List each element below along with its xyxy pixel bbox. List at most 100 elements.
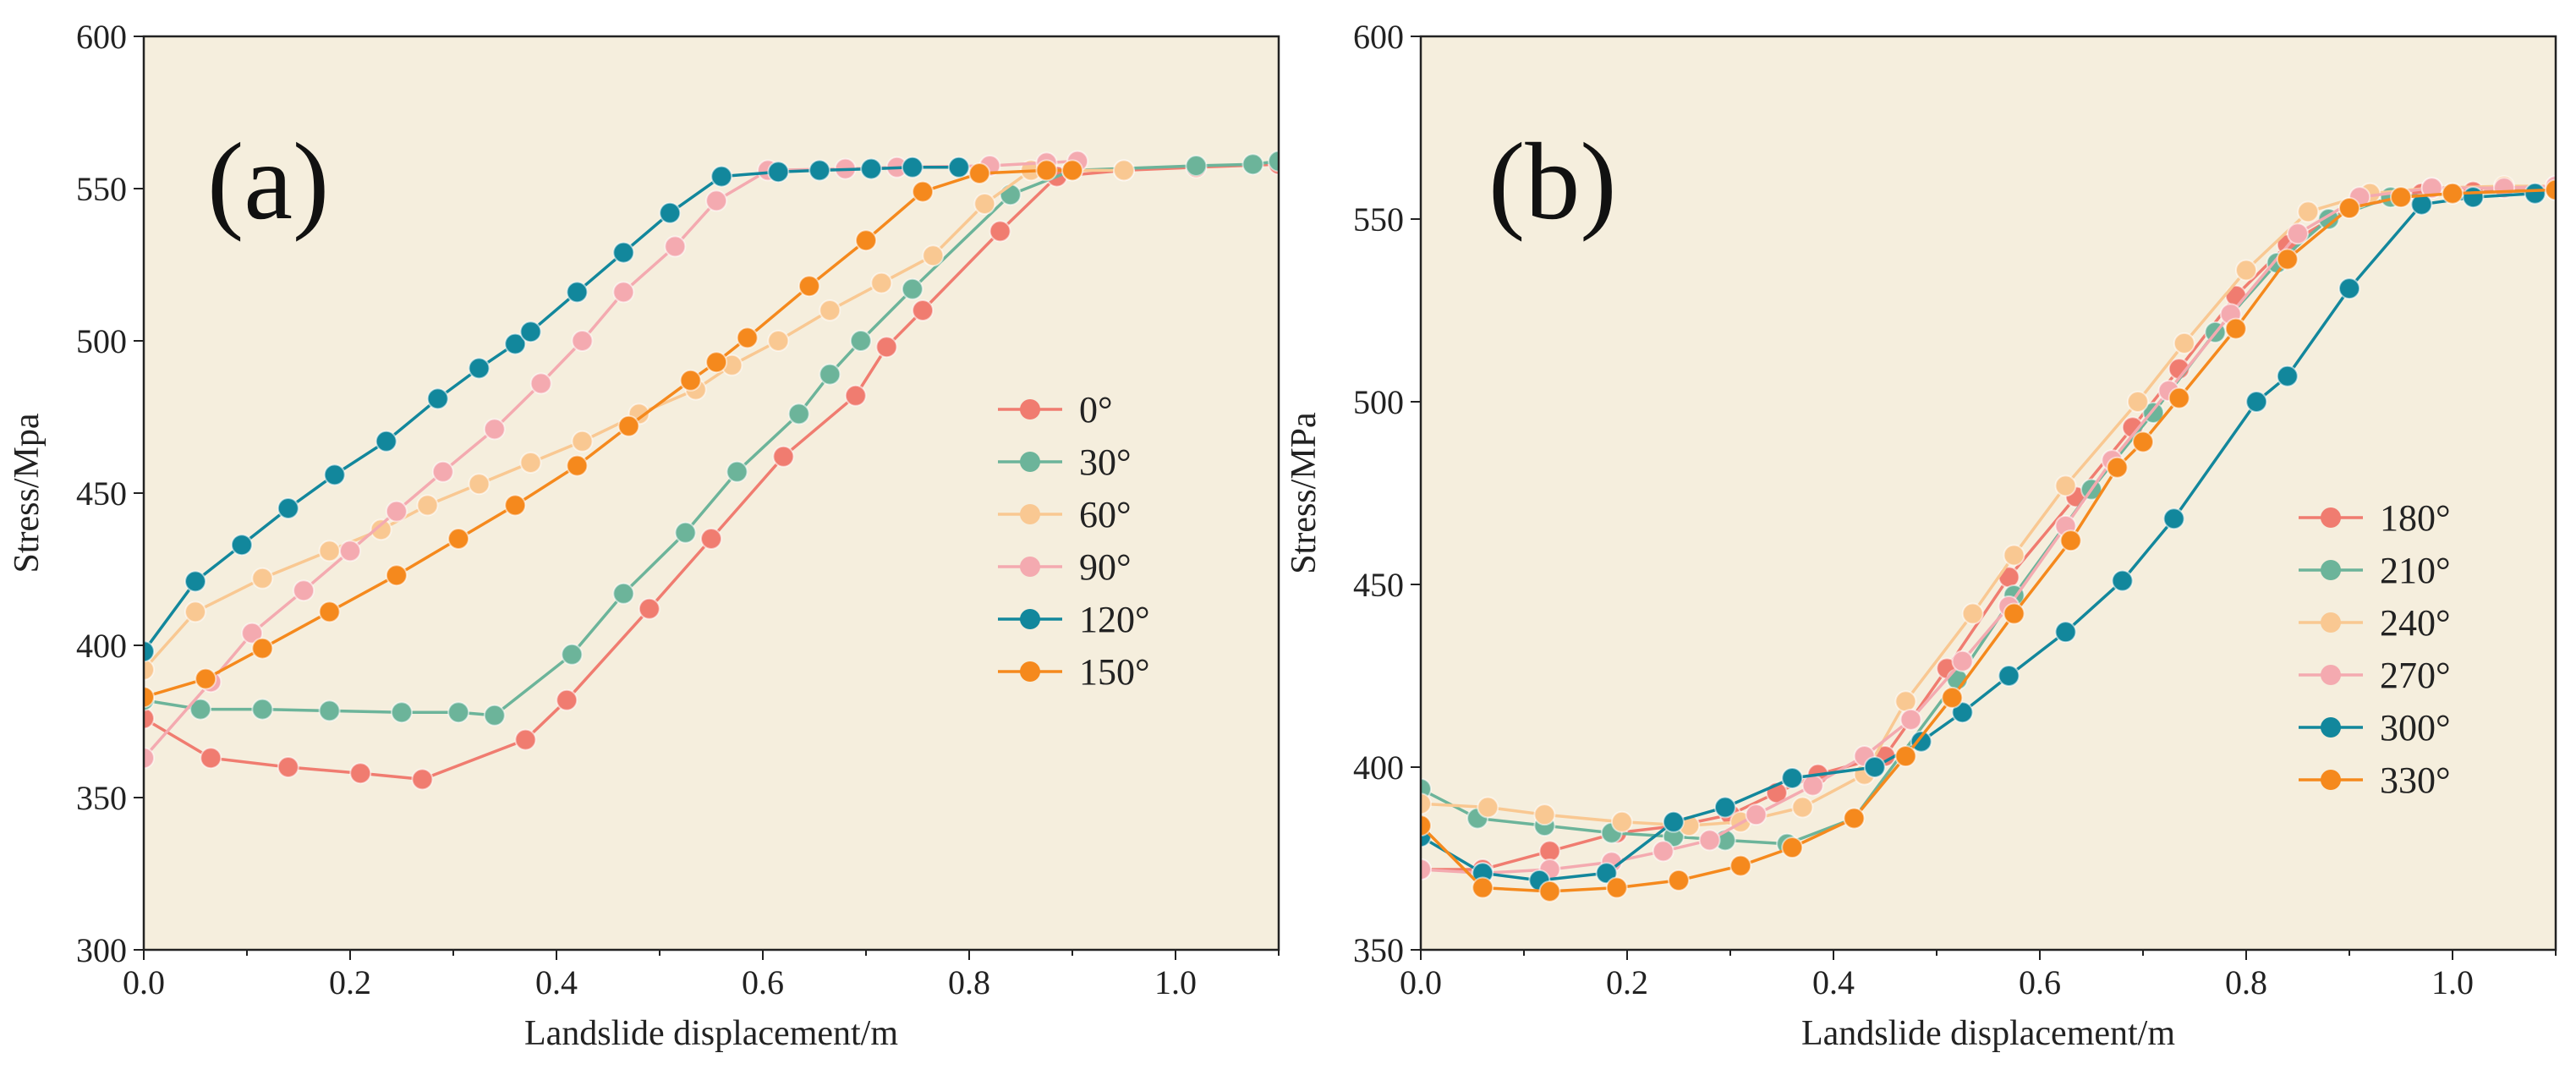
legend-label: 300° [2380,707,2451,749]
data-point [277,497,299,519]
data-point [968,162,991,184]
data-point [767,330,790,352]
data-point [529,372,552,395]
legend-marker [1020,557,1040,577]
data-point [870,271,893,294]
data-point [2442,182,2464,205]
x-tick-label: 0.8 [948,963,990,1001]
data-point [2338,197,2360,220]
x-tick-label: 0.2 [329,963,371,1001]
data-point [1668,869,1690,891]
data-point [318,540,341,562]
data-point [2287,222,2309,245]
data-point [1662,810,1685,833]
data-point [1035,159,1058,182]
chart-panel-b: 0.0 0.2 0.4 0.6 0.8 1.0 350 400 450 500 550 600 Land… [1285,18,2557,1053]
data-point [1791,796,1814,819]
data-point [674,521,697,544]
data-point [2106,456,2129,479]
data-point [612,241,635,264]
data-point [679,369,702,392]
data-point [875,336,898,359]
data-point [318,699,341,722]
data-point [844,384,867,407]
series-group [1421,175,2556,902]
data-point [617,414,640,437]
legend-label: 120° [1079,599,1150,640]
panel-label: (a) [207,121,329,243]
data-point [860,157,883,180]
data-point [411,768,434,791]
x-tick-label: 0.8 [2225,963,2267,1001]
series-line-1 [144,159,1279,717]
data-point [468,473,491,496]
data-point [241,622,264,644]
legend-marker [1020,661,1040,682]
data-point [189,698,212,721]
data-point [901,156,924,178]
legend-label: 240° [2380,602,2451,644]
data-point [144,658,155,681]
data-point [2111,569,2134,592]
data-point [1910,730,1932,753]
data-point [1894,745,1917,768]
data-point [251,698,274,721]
data-point [504,494,527,517]
data-point [819,363,841,386]
data-point [447,701,470,724]
data-point [1961,602,1984,625]
legend-marker [1020,609,1040,629]
data-point [2462,186,2485,209]
data-point [772,445,795,468]
data-point [638,597,660,620]
y-tick-label: 450 [1353,566,1404,604]
data-point [1801,774,1824,797]
data-point [144,640,155,663]
data-point [2545,178,2556,201]
data-point [819,299,841,321]
data-point [293,579,315,602]
data-point [1652,840,1674,863]
y-tick-label: 300 [76,931,127,969]
y-tick-label: 500 [1353,383,1404,421]
panel-label: (b) [1488,121,1617,243]
data-point [1421,814,1432,837]
x-tick-label: 0.2 [1606,963,1648,1001]
data-point [1061,159,1083,182]
y-axis-title: Stress/Mpa [8,413,47,573]
data-point [556,688,578,711]
data-point [787,403,810,425]
data-point [200,747,222,770]
data-point [1894,690,1917,713]
data-point [2054,621,2077,644]
data-point [2390,186,2412,209]
plot-frame [1419,35,2557,952]
legend-label: 30° [1079,442,1132,483]
legend-label: 210° [2380,550,2451,591]
data-point [1421,858,1432,880]
legend-marker [2321,770,2341,790]
data-point [2003,544,2025,567]
data-point [184,601,206,623]
data-point [2054,474,2077,497]
data-point [144,686,155,709]
legend-label: 180° [2380,497,2451,539]
data-point [912,180,934,203]
data-point [277,756,299,778]
legend-label: 330° [2380,760,2451,801]
plot-frame [142,35,1280,952]
legend-marker [1020,399,1040,420]
y-tick-label: 600 [76,18,127,56]
x-tick-label: 0.6 [742,963,784,1001]
data-point [912,299,934,321]
data-point [849,330,872,352]
data-point [519,321,542,343]
data-point [251,567,274,590]
legend-marker [2321,717,2341,738]
data-point [700,528,722,550]
legend-label: 0° [1079,389,1113,431]
data-point [504,332,527,355]
data-point [519,452,542,474]
data-point [901,277,924,300]
chart-panel-a: 0.0 0.2 0.4 0.6 0.8 1.0 300 350 400 450 500 550 600 L… [8,18,1280,1053]
